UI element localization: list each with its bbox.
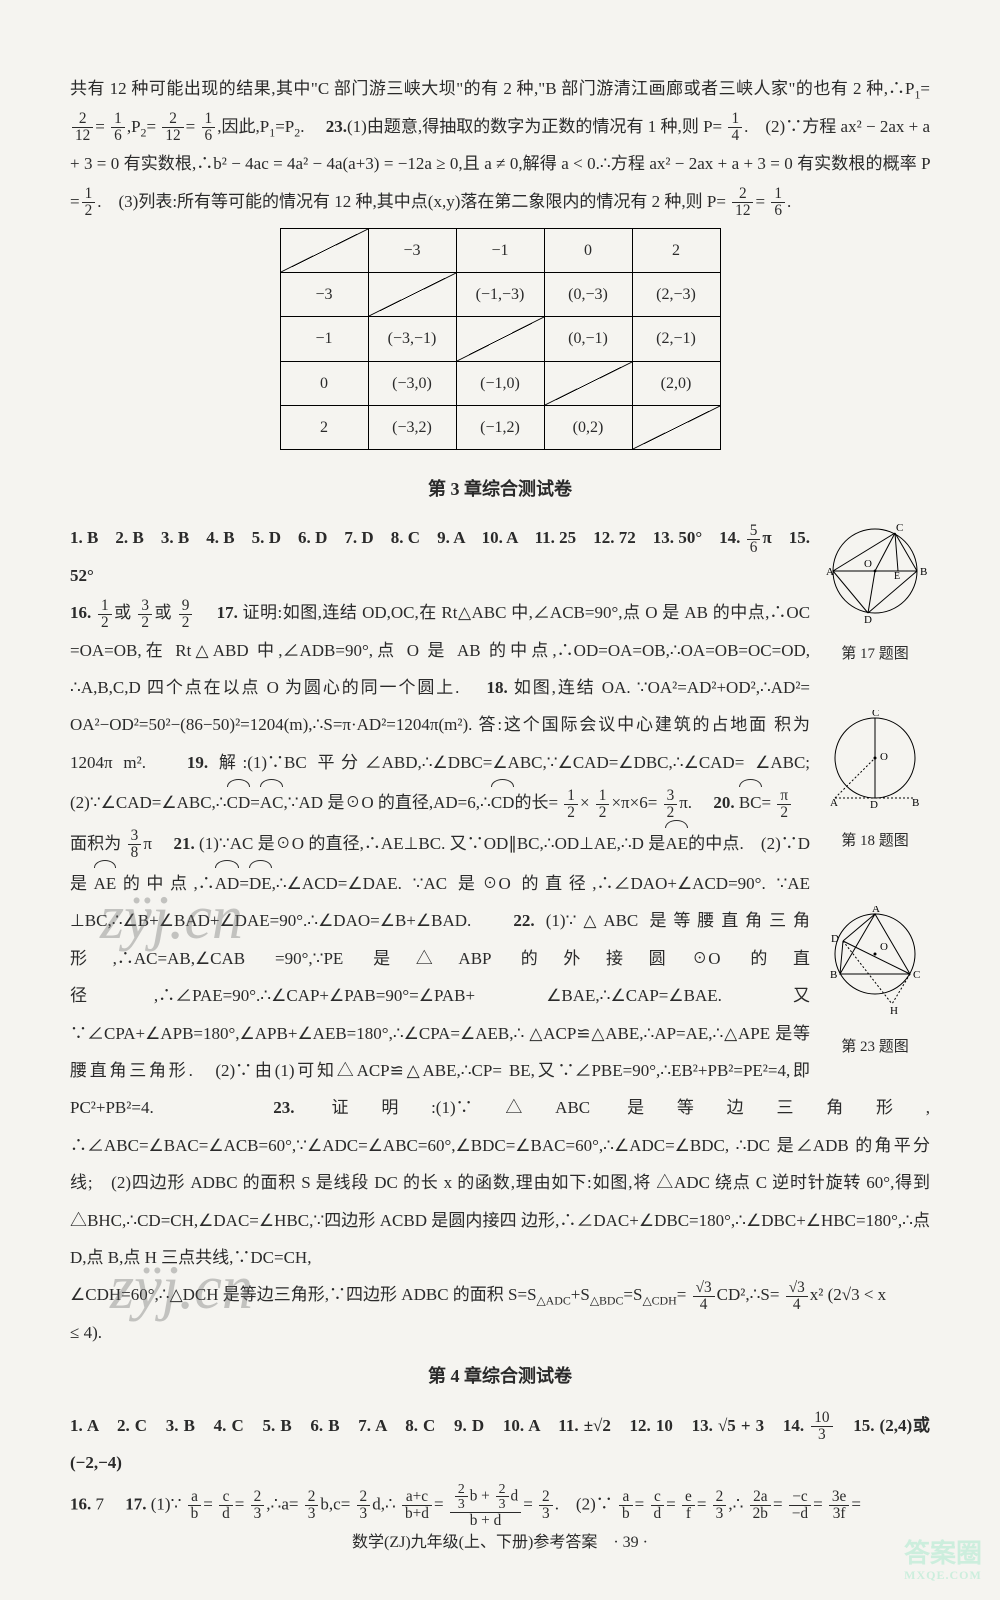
svg-text:O: O [880,751,888,763]
ch3-text: 16. 12或 32或 92 17. 证明:如图,连结 OD,OC,在 Rt△A… [70,594,930,1351]
corner-logo: 答案圈 MXQE.COM [904,1540,982,1582]
ch4-answers: 1. A 2. C 3. B 4. C 5. B 6. B 7. A 8. C … [70,1407,930,1482]
chapter4-title: 第 4 章综合测试卷 [70,1357,930,1397]
svg-text:A: A [830,797,838,809]
figure-18: A D B O C 第 18 题图 [820,710,930,858]
svg-text:E: E [894,571,900,582]
svg-text:A: A [826,566,834,578]
text: 共有 12 种可能出现的结果,其中"C 部门游三峡大坝"的有 2 种,"B 部门… [70,79,914,98]
figure-17: A B C D O E 第 17 题图 [820,523,930,671]
ch3-answers: 1. B 2. B 3. B 4. B 5. D 6. D 7. D 8. C … [70,519,930,594]
page-content: 共有 12 种可能出现的结果,其中"C 部门游三峡大坝"的有 2 种,"B 部门… [70,70,930,1529]
table-header-diag [280,228,368,272]
svg-text:D: D [870,799,878,810]
probability-table: −3 −1 0 2 −3(−1,−3)(0,−3)(2,−3) −1(−3,−1… [280,228,721,450]
ch4-text: 16. 7 17. (1)∵ ab= cd= 23,∴a= 23b,c= 23d… [70,1482,930,1529]
svg-text:D: D [864,614,872,623]
svg-text:B: B [912,797,919,809]
chapter3-title: 第 3 章综合测试卷 [70,470,930,510]
intro-block: 共有 12 种可能出现的结果,其中"C 部门游三峡大坝"的有 2 种,"B 部门… [70,70,930,220]
svg-text:O: O [880,941,888,953]
svg-text:B: B [920,566,927,578]
svg-text:B: B [830,969,837,981]
svg-text:D: D [831,933,839,945]
page-footer: 数学(ZJ)九年级(上、下册)参考答案 · 39 · [0,1525,1000,1560]
svg-text:H: H [890,1005,898,1016]
svg-text:C: C [896,523,903,534]
q23-number: 23. [326,117,347,136]
svg-text:A: A [872,906,880,915]
svg-text:O: O [864,558,872,570]
figure-23: A B C D O H 第 23 题图 [820,906,930,1064]
svg-text:C: C [872,710,879,719]
svg-text:C: C [913,969,920,981]
